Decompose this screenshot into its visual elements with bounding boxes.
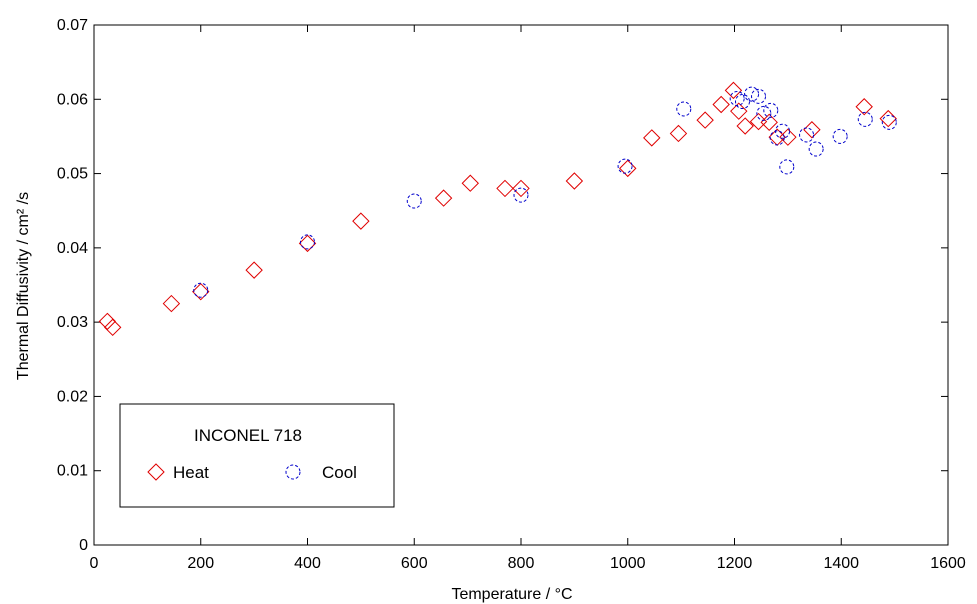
heat-point [803, 121, 821, 139]
legend-heat-label: Heat [173, 463, 209, 482]
heat-point [512, 179, 530, 198]
legend-title: INCONEL 718 [194, 426, 302, 445]
heat-point [162, 294, 181, 313]
y-tick-label: 0.06 [57, 91, 88, 108]
heat-point [669, 124, 688, 143]
cool-point [406, 193, 422, 209]
x-tick-label: 1600 [930, 555, 966, 572]
heat-point [730, 102, 748, 120]
cool-point [751, 88, 767, 104]
legend: INCONEL 718 Heat Cool [119, 403, 395, 508]
cool-point [744, 86, 760, 102]
y-tick-label: 0.07 [57, 17, 88, 34]
heat-point [855, 98, 873, 116]
series-cool [193, 86, 897, 298]
heat-point [879, 109, 897, 128]
cool-point [808, 141, 824, 157]
cool-point [756, 105, 772, 121]
cool-point [832, 128, 848, 144]
y-tick-label: 0.05 [57, 166, 88, 183]
series-heat [98, 81, 897, 337]
cool-point [763, 102, 779, 118]
heat-point [245, 261, 263, 279]
cool-point [881, 114, 897, 130]
x-axis-label: Temperature / °C [451, 586, 572, 603]
cool-point [300, 234, 315, 250]
heat-point [724, 81, 743, 100]
cool-point [193, 282, 209, 298]
y-axis-label: Thermal Diffusivity / cm² /s [15, 192, 32, 380]
heat-point [103, 318, 122, 337]
cool-point [857, 111, 873, 127]
cool-point [676, 101, 692, 117]
legend-heat-marker [147, 463, 165, 481]
heat-point [749, 112, 768, 131]
cool-point [775, 123, 791, 139]
x-tick-label: 1200 [717, 555, 753, 572]
x-tick-label: 600 [401, 555, 428, 572]
heat-point [712, 95, 730, 114]
y-tick-label: 0.04 [57, 240, 88, 257]
legend-cool-label: Cool [322, 463, 357, 482]
heat-point [760, 113, 778, 132]
y-tick-label: 0.01 [57, 463, 88, 480]
cool-point [617, 158, 633, 174]
heat-point [779, 128, 797, 146]
heat-point [461, 174, 480, 192]
axis-ticks [93, 24, 949, 546]
legend-cool-marker [285, 464, 301, 480]
x-tick-label: 800 [508, 555, 535, 572]
x-tick-label: 400 [294, 555, 321, 572]
axis-tick-labels: 0 200 400 600 800 1000 1200 1400 1600 0 0.01 0.02 0.… [57, 17, 966, 572]
heat-point [565, 172, 584, 190]
heat-point [696, 111, 714, 129]
x-tick-label: 1400 [823, 555, 859, 572]
heat-point [643, 129, 661, 147]
heat-point [192, 282, 210, 301]
y-tick-label: 0.02 [57, 388, 88, 405]
cool-point [769, 130, 785, 146]
heat-point [352, 212, 370, 230]
heat-point [434, 189, 453, 207]
x-tick-label: 200 [187, 555, 214, 572]
x-tick-label: 1000 [610, 555, 646, 572]
x-tick-label: 0 [90, 555, 99, 572]
legend-box [119, 403, 395, 508]
heat-point [736, 117, 754, 135]
heat-point [496, 179, 514, 198]
heat-point [298, 234, 317, 253]
cool-point [799, 127, 815, 143]
cool-point [735, 94, 751, 110]
y-tick-label: 0.03 [57, 314, 88, 331]
heat-point [619, 159, 637, 178]
cool-point [779, 159, 795, 175]
cool-point [513, 187, 529, 203]
y-tick-label: 0 [79, 537, 88, 554]
